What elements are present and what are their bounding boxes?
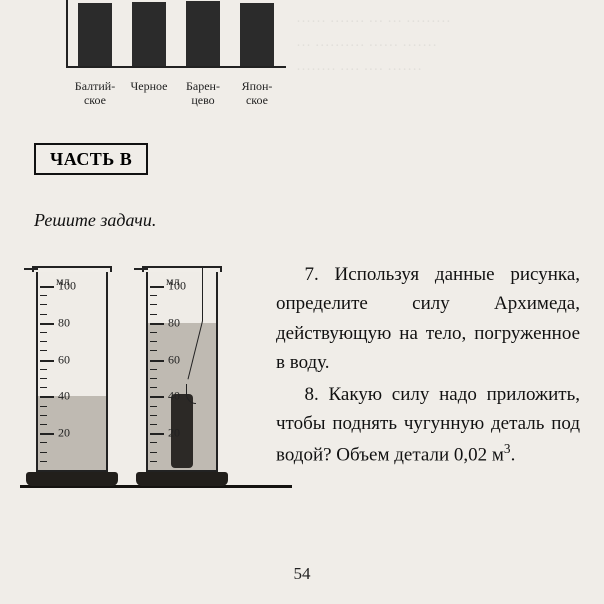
cylinders-figure: мл 20406080100 мл 20406080100 [12, 238, 272, 498]
bar-black-sea [132, 2, 166, 66]
tick-label: 20 [58, 426, 70, 441]
cylinder-spout [134, 268, 148, 272]
cylinder-spout [24, 268, 38, 272]
cylinder-left: мл 20406080100 [36, 272, 108, 486]
cylinder-base [136, 472, 228, 486]
tick-label: 20 [168, 426, 180, 441]
part-b-heading: ЧАСТЬ B [34, 143, 148, 175]
tick-label: 100 [58, 279, 76, 294]
bleed-through-text: ······ ······· ··· ··· ········· ··· ···… [296, 10, 566, 82]
bars-group [68, 0, 284, 66]
bar-baltic [78, 3, 112, 66]
scale-right: 20406080100 [150, 272, 180, 470]
problem-7: 7. Используя данные рисунка, определите … [276, 260, 580, 378]
bar-chart: Вытал Балтий-ское Черное Барен-цево Япон… [30, 0, 290, 110]
xlabel-japan: Япон-ское [232, 80, 282, 108]
tick-label: 40 [58, 389, 70, 404]
tick-label: 60 [58, 352, 70, 367]
problem-8: 8. Какую силу надо приложить, чтобы подн… [276, 380, 580, 470]
thread-1 [202, 266, 203, 321]
page-number: 54 [0, 564, 604, 584]
problem-text: 7. Используя данные рисунка, определите … [276, 260, 580, 471]
cylinder-base [26, 472, 118, 486]
tick-label: 80 [168, 315, 180, 330]
tick-label: 60 [168, 352, 180, 367]
xlabel-baltic: Балтий-ское [70, 80, 120, 108]
xlabel-barents: Барен-цево [178, 80, 228, 108]
cylinder-left-glass: мл 20406080100 [36, 272, 108, 472]
bar-japan-sea [240, 3, 274, 66]
cylinder-right: мл 20406080100 [146, 272, 218, 486]
tick-label: 40 [168, 389, 180, 404]
scale-left: 20406080100 [40, 272, 70, 470]
tick-label: 100 [168, 279, 186, 294]
xlabel-black: Черное [124, 80, 174, 108]
x-labels: Балтий-ское Черное Барен-цево Япон-ское [68, 80, 284, 108]
tick-label: 80 [58, 315, 70, 330]
solve-prompt: Решите задачи. [34, 210, 156, 231]
x-axis [66, 66, 286, 68]
bar-barents [186, 1, 220, 66]
cylinder-right-glass: мл 20406080100 [146, 272, 218, 472]
